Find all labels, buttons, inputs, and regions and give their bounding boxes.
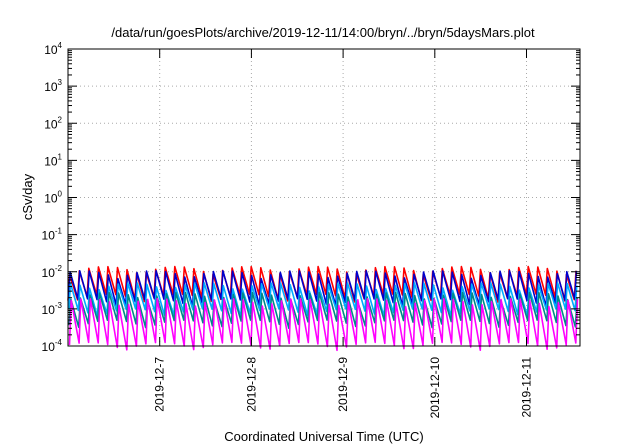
chart-title: /data/run/goesPlots/archive/2019-12-11/1…	[111, 25, 535, 40]
y-tick-exponent: 2	[58, 115, 63, 124]
y-tick-base: 10	[42, 229, 56, 243]
x-tick-label: 2019-12-7	[153, 357, 167, 412]
y-tick-base: 10	[44, 117, 58, 131]
x-tick-label: 2019-12-8	[244, 357, 258, 412]
y-tick-exponent: -1	[55, 227, 63, 236]
y-tick-label: 10-3	[42, 301, 63, 317]
series-layer	[67, 265, 579, 352]
x-tick-label: 2019-12-11	[520, 357, 534, 418]
x-axis: 2019-12-7 2019-12-8 2019-12-9 2019-12-10 201…	[153, 49, 534, 418]
x-axis-label: Coordinated Universal Time (UTC)	[224, 429, 423, 444]
series-line	[68, 297, 579, 352]
series-line	[68, 282, 578, 318]
y-tick-base: 10	[42, 303, 56, 317]
y-axis-label: cSv/day	[20, 173, 35, 220]
y-tick-label: 10-4	[42, 338, 63, 354]
y-tick-base: 10	[44, 43, 58, 57]
x-tick-label: 2019-12-10	[428, 357, 442, 419]
series-line	[67, 270, 578, 308]
y-tick-label: 10-2	[42, 264, 63, 280]
y-tick-label: 101	[44, 152, 62, 168]
y-tick-base: 10	[44, 80, 58, 94]
y-tick-exponent: 1	[58, 152, 63, 161]
y-tick-exponent: -2	[55, 264, 63, 273]
y-tick-label: 102	[44, 115, 62, 131]
y-tick-base: 10	[42, 266, 56, 280]
series-line	[68, 291, 578, 329]
y-tick-label: 104	[44, 41, 62, 57]
y-tick-label: 103	[44, 78, 62, 94]
y-tick-label: 10-1	[42, 227, 63, 243]
y-tick-base: 10	[44, 192, 58, 206]
y-tick-base: 10	[42, 340, 56, 354]
y-tick-exponent: 3	[58, 78, 63, 87]
y-tick-base: 10	[44, 154, 58, 168]
y-tick-exponent: 4	[58, 41, 63, 50]
y-tick-exponent: -3	[55, 301, 63, 310]
y-tick-exponent: -4	[55, 338, 63, 347]
y-tick-label: 100	[44, 190, 62, 206]
y-tick-exponent: 0	[58, 190, 63, 199]
x-tick-label: 2019-12-9	[336, 357, 350, 412]
